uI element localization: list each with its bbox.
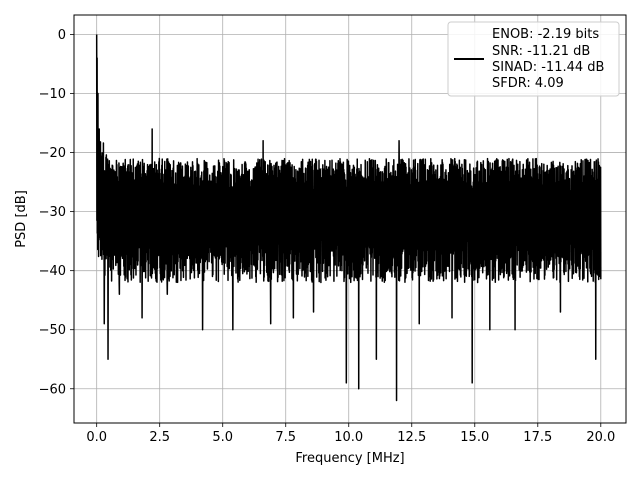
y-axis-ticks: 0 −10 −20 −30 −40 −50 −60	[39, 28, 74, 397]
y-tick-label: 0	[58, 28, 66, 43]
x-tick-label: 0.0	[86, 430, 107, 445]
x-axis-ticks: 0.0 2.5 5.0 7.5 10.0 12.5 15.0 17.5 20.0	[86, 423, 615, 445]
y-tick-label: −10	[39, 87, 66, 102]
legend-snr: SNR: -11.21 dB	[492, 44, 590, 59]
x-axis-label: Frequency [MHz]	[295, 451, 404, 466]
y-axis-label: PSD [dB]	[14, 190, 29, 248]
x-tick-label: 7.5	[275, 430, 296, 445]
x-tick-label: 2.5	[149, 430, 170, 445]
legend-enob: ENOB: -2.19 bits	[492, 27, 599, 42]
y-tick-label: −50	[39, 323, 66, 338]
x-tick-label: 5.0	[212, 430, 233, 445]
x-tick-label: 12.5	[397, 430, 426, 445]
legend: ENOB: -2.19 bits SNR: -11.21 dB SINAD: -…	[447, 21, 620, 97]
x-tick-label: 20.0	[586, 430, 615, 445]
axes-frame	[73, 14, 627, 424]
x-tick-label: 15.0	[460, 430, 489, 445]
y-tick-label: −40	[39, 264, 66, 279]
legend-sfdr: SFDR: 4.09	[492, 76, 564, 91]
legend-box	[447, 21, 620, 97]
y-tick-label: −60	[39, 382, 66, 397]
plot-area	[95, 34, 602, 402]
y-tick-label: −30	[39, 205, 66, 220]
x-tick-label: 17.5	[523, 430, 552, 445]
psd-series-line	[95, 34, 602, 402]
y-tick-label: −20	[39, 146, 66, 161]
x-tick-label: 10.0	[334, 430, 363, 445]
legend-sinad: SINAD: -11.44 dB	[492, 60, 604, 75]
